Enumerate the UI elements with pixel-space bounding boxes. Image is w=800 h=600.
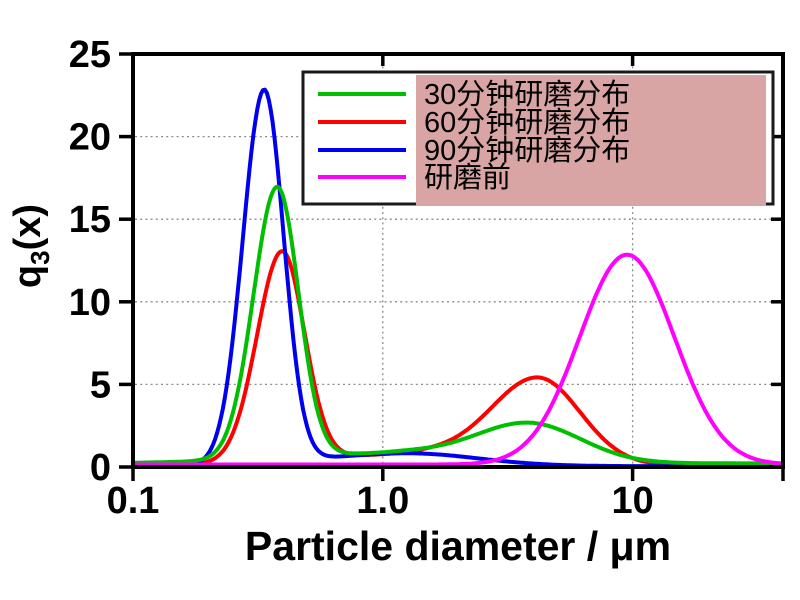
- y-tick-label-10: 10: [69, 282, 111, 324]
- x-tick-labels: 0.1 1.0 10: [107, 480, 654, 522]
- curve-30分钟研磨分布: [133, 184, 783, 466]
- legend-label-before-grinding: 研磨前: [424, 161, 511, 194]
- curve-研磨前: [133, 252, 783, 467]
- legend-label-90min: 90分钟研磨分布: [424, 134, 630, 167]
- legend-item-90min: 90分钟研磨分布: [318, 134, 630, 167]
- axis-ticks: [119, 52, 785, 481]
- x-axis-title: Particle diameter / μm: [245, 523, 671, 569]
- y-tick-label-15: 15: [69, 199, 111, 241]
- x-tick-label-10: 10: [611, 480, 653, 522]
- x-tick-label-0.1: 0.1: [107, 480, 160, 522]
- legend-item-60min: 60分钟研磨分布: [318, 106, 630, 139]
- legend-item-30min: 30分钟研磨分布: [318, 78, 630, 111]
- legend-item-before-grinding: 研磨前: [318, 161, 511, 194]
- legend-label-60min: 60分钟研磨分布: [424, 106, 630, 139]
- plot-frame: [131, 52, 785, 469]
- y-tick-label-5: 5: [90, 364, 111, 406]
- x-tick-label-1.0: 1.0: [356, 480, 409, 522]
- y-tick-label-25: 25: [69, 34, 111, 76]
- y-tick-label-20: 20: [69, 117, 111, 159]
- y-tick-labels: 0 5 10 15 20 25: [69, 34, 111, 489]
- y-axis-title: q3(x): [7, 204, 55, 288]
- legend-label-30min: 30分钟研磨分布: [424, 78, 630, 111]
- legend-highlight: [416, 75, 766, 206]
- y-tick-label-0: 0: [90, 447, 111, 489]
- legend: 30分钟研磨分布 60分钟研磨分布 90分钟研磨分布 研磨前: [301, 70, 775, 206]
